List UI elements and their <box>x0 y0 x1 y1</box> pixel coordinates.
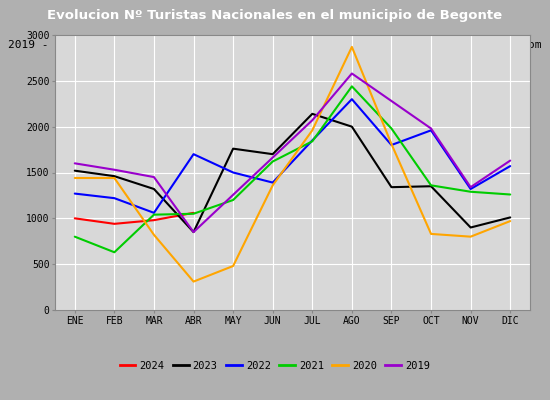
Legend: 2024, 2023, 2022, 2021, 2020, 2019: 2024, 2023, 2022, 2021, 2020, 2019 <box>116 357 435 375</box>
Text: 2019 - 2024: 2019 - 2024 <box>8 40 82 50</box>
Text: Evolucion Nº Turistas Nacionales en el municipio de Begonte: Evolucion Nº Turistas Nacionales en el m… <box>47 8 503 22</box>
Text: http://www.foro-ciudad.com: http://www.foro-ciudad.com <box>366 40 542 50</box>
